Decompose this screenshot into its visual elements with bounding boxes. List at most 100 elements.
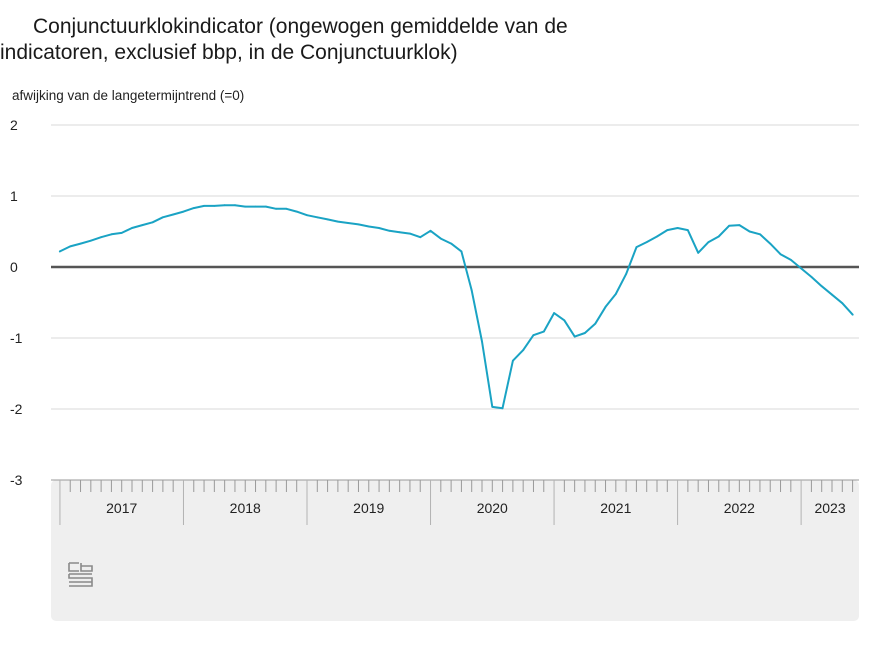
x-tick-label: 2021 — [600, 500, 631, 516]
data-point — [481, 340, 483, 343]
data-point — [265, 205, 267, 208]
data-point — [604, 305, 607, 308]
data-point — [398, 231, 401, 234]
data-point — [69, 245, 72, 248]
data-point — [59, 250, 61, 253]
x-tick-label: 2017 — [106, 500, 137, 516]
data-point — [388, 229, 391, 232]
y-tick-label: -1 — [10, 330, 23, 346]
data-point — [686, 229, 689, 232]
y-tick-label: -3 — [10, 472, 23, 488]
data-point — [697, 251, 700, 254]
data-point — [337, 220, 339, 223]
data-point — [172, 213, 175, 216]
gridlines — [51, 124, 859, 410]
data-point — [563, 319, 566, 322]
data-point — [161, 216, 164, 219]
y-axis-label: afwijking van de langetermijntrend (=0) — [12, 88, 244, 103]
data-point — [295, 210, 298, 213]
data-point — [790, 259, 792, 261]
x-tick-label: 2022 — [724, 500, 755, 516]
data-point — [79, 242, 82, 245]
data-point — [429, 229, 432, 232]
data-point — [831, 293, 833, 296]
data-point — [522, 349, 525, 351]
y-tick-label: 0 — [10, 259, 18, 275]
data-point — [666, 229, 669, 232]
data-point — [285, 207, 288, 210]
data-point — [244, 205, 247, 208]
data-point — [254, 205, 257, 208]
data-point — [728, 224, 730, 227]
data-point — [316, 216, 319, 219]
data-point — [656, 235, 658, 238]
data-point — [532, 334, 535, 337]
data-point — [759, 233, 761, 236]
data-point — [542, 330, 545, 333]
data-point — [676, 227, 679, 229]
data-point — [409, 232, 411, 235]
data-point — [120, 232, 123, 234]
x-axis-band — [51, 480, 859, 621]
series-line — [58, 204, 854, 410]
y-axis-ticks: 2 1 0 -1 -2 -3 — [10, 117, 23, 488]
data-point — [707, 241, 710, 244]
data-point — [748, 230, 751, 233]
data-point — [769, 242, 772, 245]
data-point — [800, 267, 802, 270]
data-point — [820, 285, 823, 288]
data-point — [419, 236, 422, 239]
data-point — [635, 246, 638, 249]
data-point — [89, 239, 92, 242]
data-point — [614, 293, 617, 295]
data-point — [779, 253, 782, 256]
data-point — [326, 218, 329, 221]
data-point — [357, 223, 360, 226]
data-point — [367, 225, 370, 228]
data-point — [491, 406, 494, 408]
data-point — [450, 242, 453, 245]
data-point — [439, 237, 442, 240]
x-tick-label: 2018 — [230, 500, 261, 516]
data-point — [584, 332, 586, 334]
data-point — [203, 205, 206, 207]
data-point — [553, 312, 555, 314]
chart-title: Conjunctuurklokindicator (ongewogen gemi… — [0, 14, 874, 66]
data-point — [131, 227, 133, 229]
series-layer — [58, 204, 854, 410]
data-point — [851, 313, 854, 316]
chart-title-line-1: Conjunctuurklokindicator (ongewogen gemi… — [33, 15, 568, 38]
x-tick-label: 2019 — [353, 500, 384, 516]
data-point — [141, 224, 144, 227]
data-point — [347, 222, 349, 224]
data-point — [460, 250, 463, 253]
data-point — [182, 210, 185, 213]
data-point — [110, 233, 113, 236]
data-point — [573, 335, 576, 338]
y-tick-label: -2 — [10, 401, 23, 417]
data-point — [841, 302, 844, 305]
data-point — [275, 207, 277, 210]
y-tick-label: 1 — [10, 188, 18, 204]
data-point — [470, 289, 473, 292]
cbs-logo — [68, 562, 93, 587]
data-point — [234, 204, 236, 207]
data-point — [223, 204, 226, 207]
x-tick-label: 2023 — [814, 500, 845, 516]
data-point — [378, 227, 380, 229]
data-point — [501, 407, 504, 410]
data-point — [100, 236, 102, 239]
data-point — [151, 221, 154, 224]
data-point — [625, 273, 627, 275]
x-tick-label: 2020 — [477, 500, 508, 516]
data-point — [738, 224, 741, 227]
data-point — [512, 359, 514, 362]
x-axis: 2017 2018 2019 2020 2021 2022 2023 — [51, 479, 859, 525]
data-point — [594, 322, 597, 325]
data-point — [192, 207, 195, 210]
data-point — [717, 235, 720, 238]
y-tick-label: 2 — [10, 117, 18, 133]
chart-title-line-2: indicatoren, exclusief bbp, in de Conjun… — [0, 41, 458, 64]
data-point — [810, 276, 813, 278]
